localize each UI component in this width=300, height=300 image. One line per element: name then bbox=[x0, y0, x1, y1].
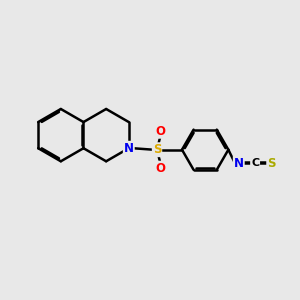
Text: S: S bbox=[267, 157, 276, 169]
Text: N: N bbox=[124, 142, 134, 155]
Text: O: O bbox=[156, 125, 166, 138]
Text: S: S bbox=[153, 143, 161, 156]
Text: C: C bbox=[251, 158, 259, 168]
Text: O: O bbox=[156, 162, 166, 175]
Text: N: N bbox=[234, 157, 244, 169]
